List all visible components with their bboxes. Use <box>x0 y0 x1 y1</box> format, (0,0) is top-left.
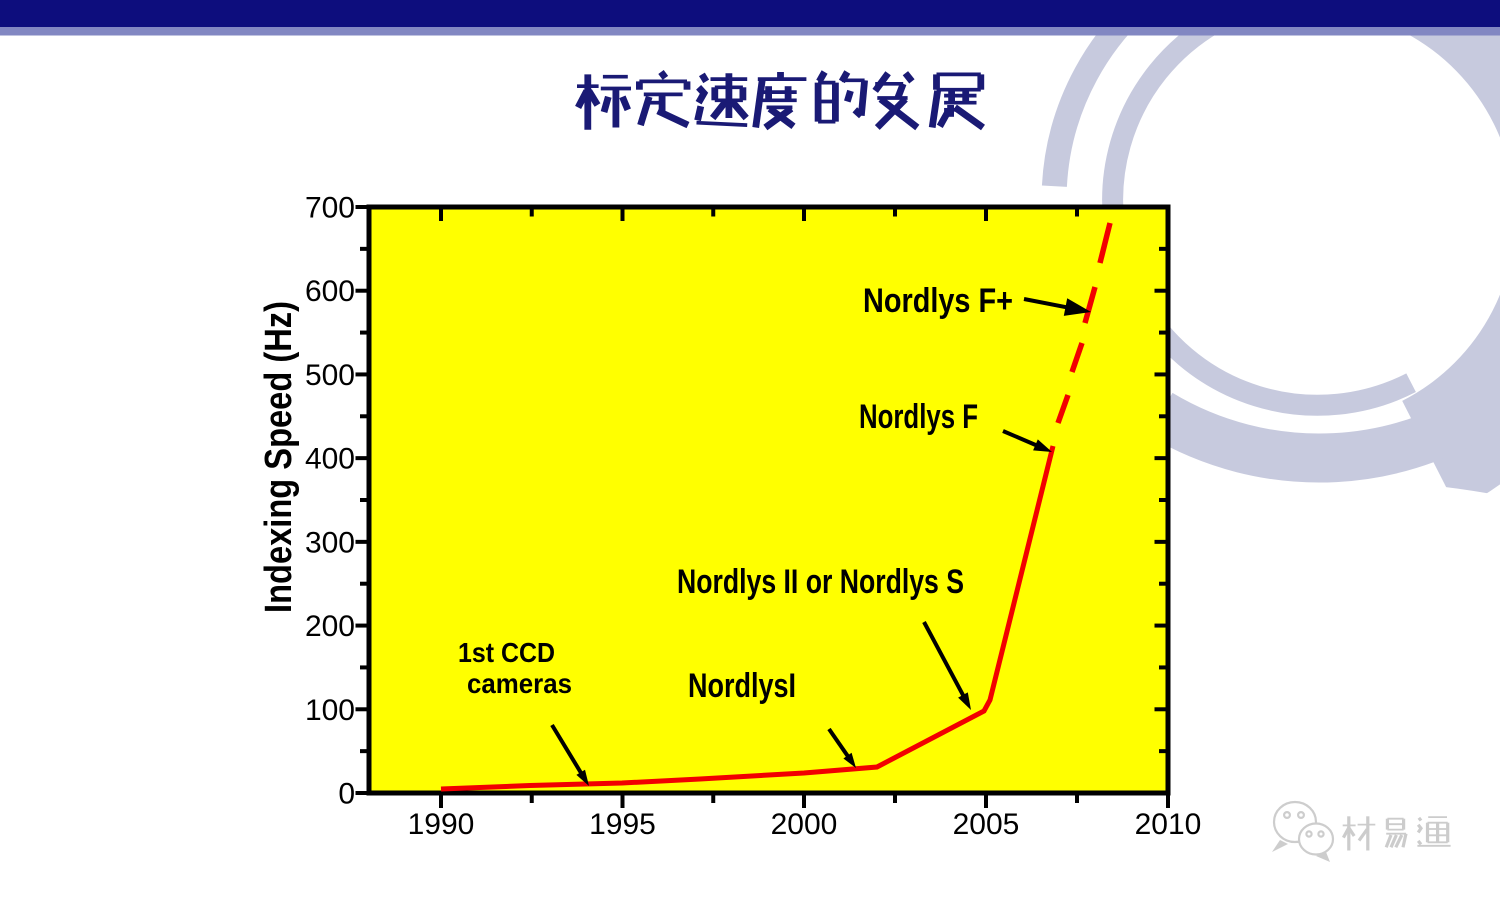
svg-text:2005: 2005 <box>953 808 1020 841</box>
svg-text:2010: 2010 <box>1135 808 1202 841</box>
svg-text:Indexing Speed (Hz): Indexing Speed (Hz) <box>258 301 300 613</box>
svg-text:2000: 2000 <box>771 808 838 841</box>
svg-text:1st CCD: 1st CCD <box>458 637 555 668</box>
svg-text:Nordlys F: Nordlys F <box>859 398 978 436</box>
svg-text:1990: 1990 <box>408 808 475 841</box>
svg-text:NordlysI: NordlysI <box>688 667 796 705</box>
svg-text:600: 600 <box>305 275 355 308</box>
svg-text:100: 100 <box>305 694 355 727</box>
svg-text:700: 700 <box>305 192 355 225</box>
svg-text:500: 500 <box>305 359 355 392</box>
svg-text:0: 0 <box>338 778 355 811</box>
svg-text:Nordlys F+: Nordlys F+ <box>863 282 1013 320</box>
svg-text:400: 400 <box>305 443 355 476</box>
svg-text:200: 200 <box>305 610 355 643</box>
svg-text:300: 300 <box>305 526 355 559</box>
svg-text:cameras: cameras <box>467 668 572 699</box>
svg-text:Nordlys II or Nordlys S: Nordlys II or Nordlys S <box>677 563 964 601</box>
svg-text:1995: 1995 <box>589 808 656 841</box>
